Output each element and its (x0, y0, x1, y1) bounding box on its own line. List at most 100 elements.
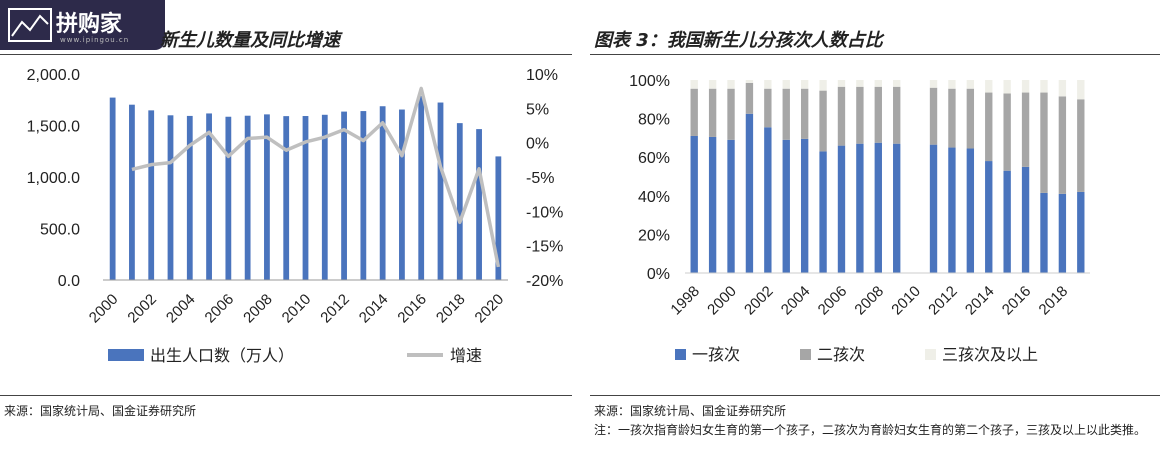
stack-seg-1-2000 (727, 139, 735, 273)
bar-birth-2002 (148, 110, 155, 280)
stack-seg-2-2015 (1003, 93, 1011, 171)
stack-seg-2-2018 (1058, 96, 1067, 194)
right-y-tick-label: 0% (526, 136, 549, 153)
stack-seg-1-2006 (837, 145, 846, 273)
left-x-tick-label: 2016 (394, 291, 430, 327)
right-x-tick-label: 2004 (778, 283, 814, 319)
logo-subtext: www.ipingou.cn (60, 36, 130, 44)
stack-seg-2-2006 (837, 86, 846, 146)
bar-birth-2008 (264, 114, 270, 280)
stack-seg-2-2012 (948, 88, 956, 148)
left-x-tick-label: 2008 (240, 291, 276, 327)
stack-seg-3-2012 (948, 80, 956, 89)
bar-birth-2018 (456, 123, 463, 280)
stack-seg-3-1998 (690, 80, 698, 89)
left-y-tick-label: 1,000.0 (27, 170, 80, 187)
stack-seg-1-2011 (929, 144, 938, 273)
bar-birth-2019 (476, 129, 482, 280)
legend-swatch-2 (800, 349, 811, 360)
legend-swatch-3 (925, 349, 936, 360)
right-chart: 100%80%60%40%20%0%1998 2000 2002 2004 2006 20… (629, 73, 1090, 364)
right-x-tick-label: 2016 (999, 283, 1035, 319)
stack-seg-3-2003 (782, 80, 790, 89)
stack-seg-1-2003 (782, 139, 790, 273)
stack-seg-2-2002 (764, 88, 772, 128)
stack-seg-3-2015 (1003, 80, 1011, 94)
stack-seg-1-1999 (708, 136, 717, 273)
right-x-tick-label: 2006 (815, 283, 851, 319)
right-chart-y-tick-label: 0% (647, 266, 670, 283)
legend-label-line: 增速 (450, 346, 482, 365)
bar-birth-2016 (418, 96, 425, 281)
legend-label-1: 一孩次 (692, 345, 740, 364)
stack-seg-3-2007 (856, 80, 864, 87)
stack-seg-1-2018 (1058, 193, 1067, 273)
left-title-rule (0, 54, 572, 55)
bar-birth-2014 (379, 106, 386, 280)
legend-swatch-bar (108, 349, 144, 361)
bar-birth-2001 (129, 104, 135, 280)
stack-seg-3-2013 (966, 80, 975, 89)
legend-swatch-1 (675, 349, 686, 360)
left-x-tick-label: 2000 (86, 291, 122, 327)
left-x-tick-label: 2006 (202, 291, 238, 327)
right-y-tick-label: 10% (526, 67, 558, 84)
bar-birth-2013 (360, 111, 367, 280)
bar-birth-2005 (206, 113, 212, 280)
stack-seg-3-2018 (1058, 80, 1067, 97)
stack-seg-3-2002 (764, 80, 772, 89)
stack-seg-1-2001 (745, 113, 754, 274)
left-chart: 2,000.0 1,500.0 1,000.0 500.0 0.0 10% 5% 0% -5% -… (27, 67, 564, 365)
left-x-tick-label: 2018 (433, 291, 469, 327)
logo-text: 拼购家 (56, 12, 123, 37)
stack-seg-1-2019 (1077, 191, 1085, 273)
bar-birth-2003 (167, 115, 174, 280)
stack-seg-3-2011 (929, 80, 938, 88)
left-x-tick-label: 2020 (472, 291, 508, 327)
stack-seg-2-1998 (690, 88, 698, 136)
logo-chart-icon (8, 8, 52, 42)
stack-seg-2-2001 (745, 82, 754, 114)
bar-birth-2010 (302, 116, 309, 280)
bar-birth-2006 (225, 116, 232, 281)
stack-seg-2-2009 (893, 86, 901, 144)
stack-seg-2-2007 (856, 86, 864, 144)
right-chart-y-tick-label: 40% (638, 189, 670, 206)
right-x-tick-label: 2000 (704, 283, 740, 319)
bar-birth-2000 (109, 97, 116, 280)
stack-seg-3-2006 (837, 80, 846, 87)
right-x-tick-label: 2008 (852, 283, 888, 319)
left-x-tick-label: 2012 (317, 291, 353, 327)
stack-seg-3-2019 (1077, 80, 1085, 100)
right-title-rule (590, 54, 1160, 55)
stack-seg-3-2004 (800, 80, 809, 89)
right-figure: 图表 3：我国新生儿分孩次人数占比 100% 80% 60% 40% 20% 0% 1998… (590, 0, 1168, 462)
right-x-tick-label: 2014 (962, 283, 998, 319)
bar-birth-2020 (495, 156, 502, 280)
left-source: 来源：国家统计局、国金证券研究所 (4, 404, 197, 418)
right-x-tick-label: 2018 (1036, 283, 1072, 319)
right-note: 注：一孩次指育龄妇女生育的第一个孩子，二孩次为育龄妇女生育的第二个孩子，三孩及以… (594, 423, 1147, 437)
bar-birth-2015 (399, 109, 405, 280)
stack-seg-1-2007 (856, 143, 864, 273)
right-y-tick-label: -5% (526, 170, 554, 187)
right-y-tick-label: -15% (526, 239, 563, 256)
bar-birth-2011 (321, 114, 328, 281)
stack-seg-3-2017 (1040, 80, 1048, 93)
stack-seg-1-2014 (985, 161, 993, 273)
stack-seg-3-2009 (893, 80, 901, 87)
stack-seg-1-2008 (874, 142, 882, 273)
stack-seg-1-1998 (690, 135, 698, 273)
right-source: 来源：国家统计局、国金证券研究所 (594, 404, 787, 418)
right-x-tick-label: 1998 (667, 283, 703, 319)
stack-seg-1-2017 (1040, 192, 1048, 273)
left-y-tick-label: 1,500.0 (27, 119, 80, 136)
bar-birth-2009 (283, 116, 290, 280)
stack-seg-3-2008 (874, 80, 882, 87)
right-y-tick-label: -10% (526, 204, 563, 221)
stack-seg-1-2004 (800, 138, 809, 273)
left-figure: 新生儿数量及同比增速 2,000.0 1,500.0 1,000.0 500.0 0.0… (0, 0, 580, 462)
stack-seg-2-2013 (966, 88, 975, 149)
stack-seg-2-2011 (929, 87, 938, 145)
line-growth-rate (131, 86, 501, 268)
